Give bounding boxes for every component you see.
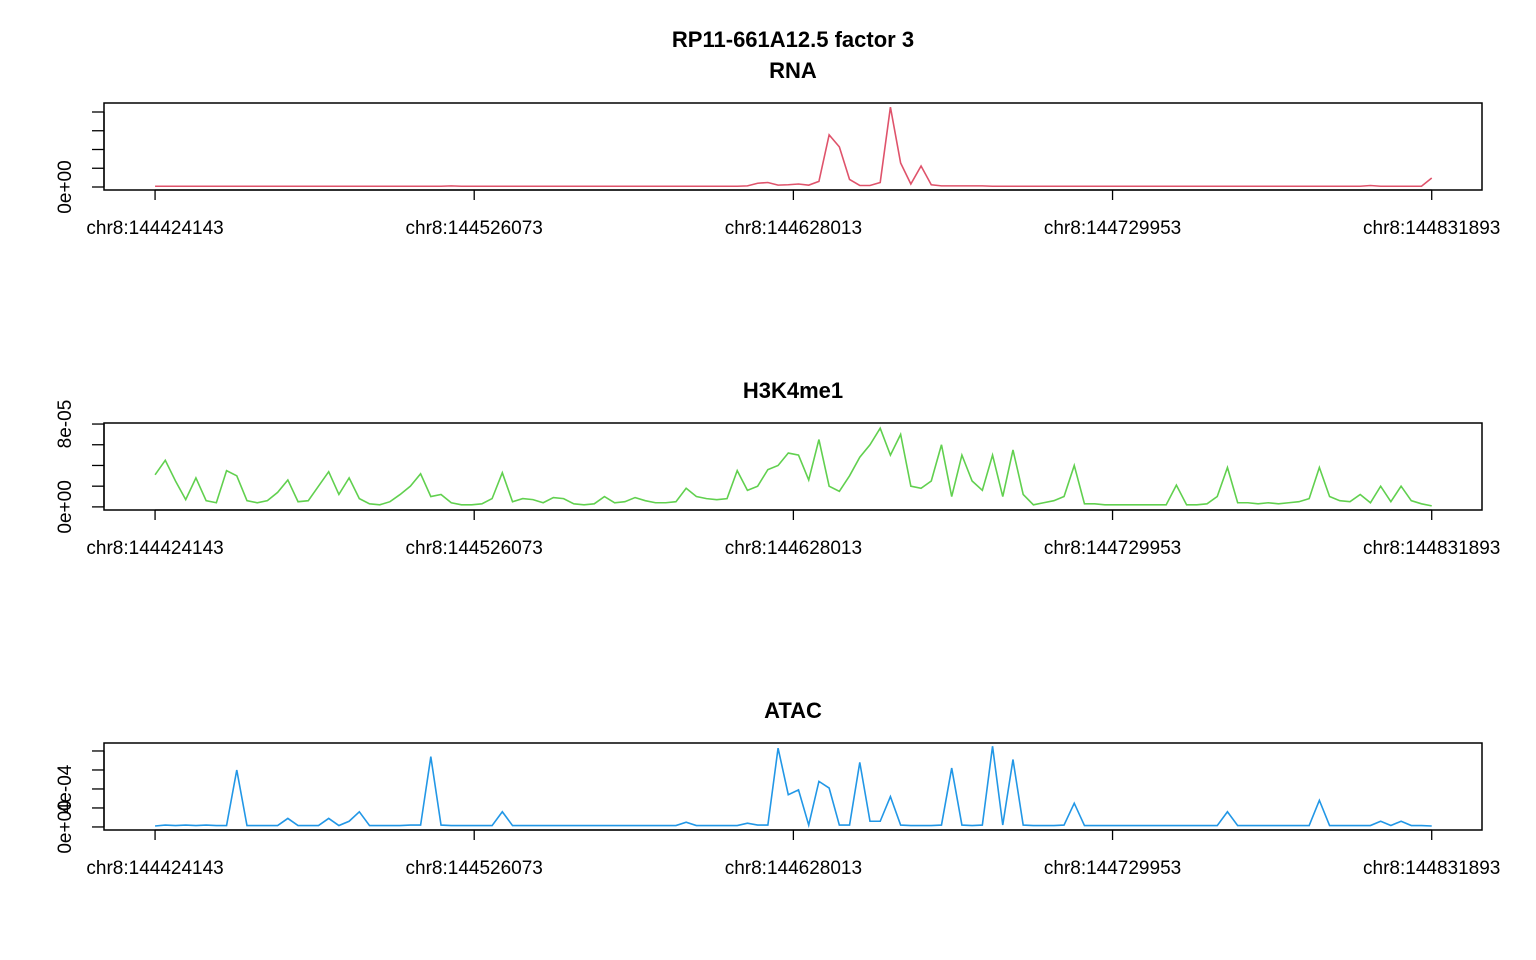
x-tick-label: chr8:144424143 (86, 538, 223, 559)
x-tick-label: chr8:144831893 (1363, 218, 1500, 239)
y-tick-label: 8e-05 (55, 400, 76, 449)
panel-title: RNA (769, 58, 817, 83)
x-tick-label: chr8:144526073 (406, 858, 543, 879)
x-tick-label: chr8:144729953 (1044, 538, 1181, 559)
y-tick-label: 0e+00 (55, 480, 76, 533)
plot-box (103, 102, 1483, 191)
panel-title: ATAC (764, 698, 822, 723)
x-tick-label: chr8:144628013 (725, 218, 862, 239)
y-tick-label: 4e-04 (55, 764, 76, 813)
x-tick-label: chr8:144628013 (725, 858, 862, 879)
plot-box (103, 422, 1483, 511)
x-tick-label: chr8:144526073 (406, 218, 543, 239)
x-tick-label: chr8:144628013 (725, 538, 862, 559)
data-line (154, 426, 1432, 507)
x-tick-label: chr8:144424143 (86, 218, 223, 239)
x-tick-label: chr8:144526073 (406, 538, 543, 559)
panel-title: H3K4me1 (743, 378, 843, 403)
x-tick-label: chr8:144831893 (1363, 858, 1500, 879)
x-tick-label: chr8:144729953 (1044, 858, 1181, 879)
x-tick-label: chr8:144424143 (86, 858, 223, 879)
y-tick-label: 0e+00 (55, 800, 76, 853)
figure-title: RP11-661A12.5 factor 3 (672, 27, 914, 52)
x-tick-label: chr8:144729953 (1044, 218, 1181, 239)
plot-box (103, 742, 1483, 831)
x-tick-label: chr8:144831893 (1363, 538, 1500, 559)
y-tick-label: 0e+00 (55, 160, 76, 213)
data-line (154, 746, 1432, 829)
data-line (155, 106, 1433, 188)
